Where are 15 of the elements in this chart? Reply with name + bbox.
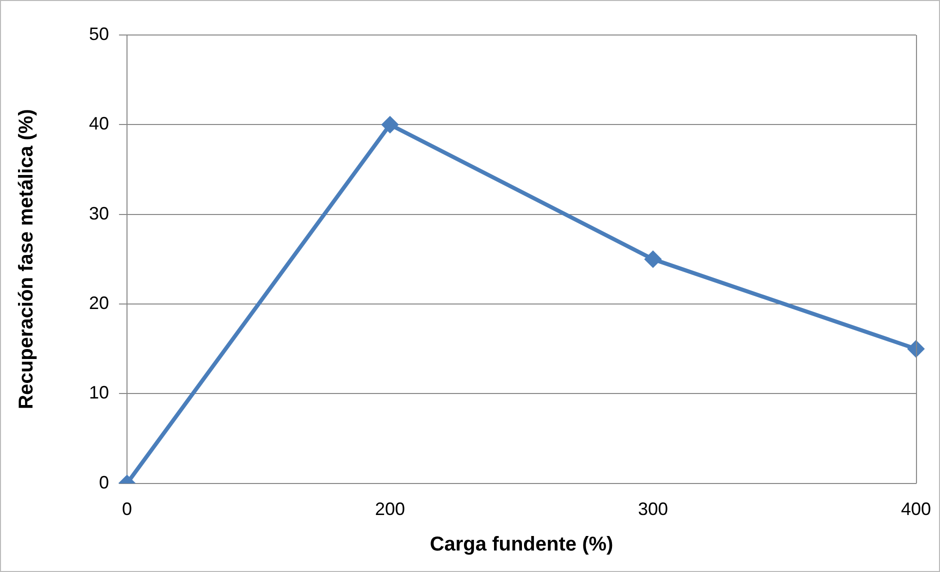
y-tick-label: 10 [88, 382, 110, 403]
x-axis-title: Carga fundente (%) [430, 534, 614, 556]
x-tick-label: 0 [122, 499, 132, 520]
x-tick-label: 300 [638, 499, 668, 520]
x-tick-label: 400 [900, 499, 932, 520]
y-axis-title: Recuperación fase metálica (%) [16, 109, 38, 410]
point [382, 116, 398, 133]
point [644, 251, 661, 268]
y-tick-label: 30 [88, 203, 110, 224]
point [908, 340, 924, 357]
y-tick-label: 50 [88, 24, 110, 44]
y-tick-label: 40 [88, 114, 110, 134]
y-tick-label: 20 [88, 293, 110, 314]
y-tick-label: 0 [99, 472, 110, 492]
x-tick-label: 200 [374, 499, 406, 520]
